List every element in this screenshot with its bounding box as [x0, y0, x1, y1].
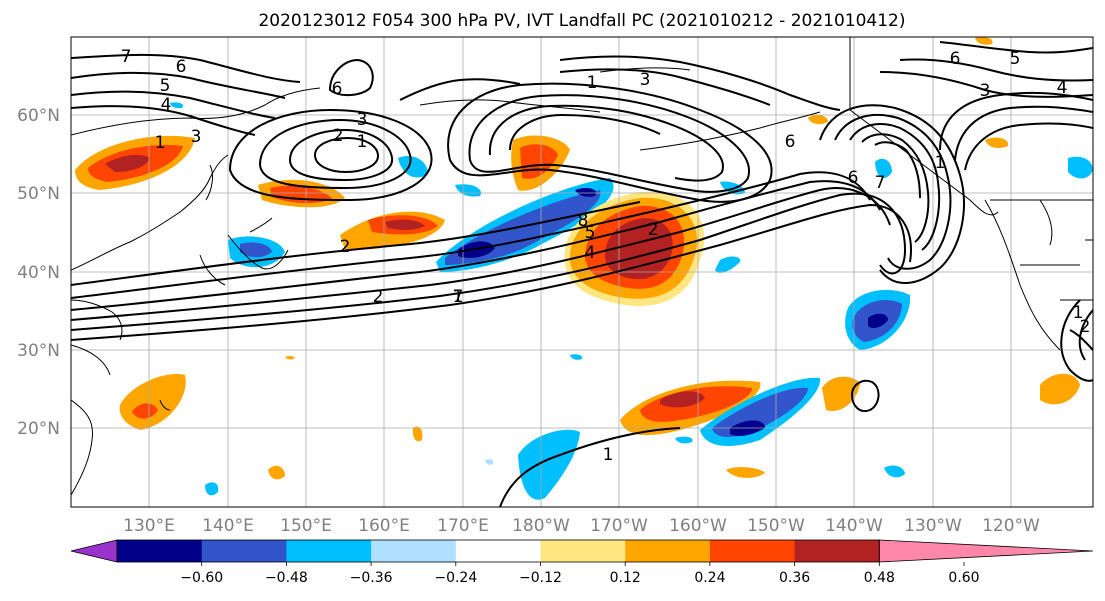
contour-label: 6 [332, 79, 343, 99]
lon-label: 180°W [512, 516, 570, 536]
colorbar-tick-label: 0.36 [779, 570, 810, 586]
lon-label: 150°W [747, 516, 805, 536]
lon-label: 140°W [825, 516, 883, 536]
lon-label: 130°W [904, 516, 962, 536]
lat-label: 50°N [17, 184, 60, 204]
lon-label: 160°W [669, 516, 727, 536]
colorbar-segment [371, 540, 457, 562]
contour-label: 6 [785, 132, 796, 152]
contour-label: 2 [1080, 317, 1091, 337]
contour-label: 1 [1073, 303, 1084, 323]
longitude-labels: 130°E 140°E 150°E 160°E 170°E 180°W 170°W 160°W… [123, 516, 1040, 536]
latitude-labels: 60°N 50°N 40°N 30°N 20°N [17, 106, 60, 439]
colorbar-extend-high [878, 539, 1094, 563]
contour-label: 5 [1010, 49, 1021, 69]
lon-label: 140°E [202, 516, 254, 536]
contour-label: 7 [453, 287, 464, 307]
colorbar-segment [625, 540, 711, 562]
contour-label: 7 [875, 173, 886, 193]
lon-label: 130°E [123, 516, 175, 536]
lon-label: 120°W [982, 516, 1040, 536]
contour-label: 3 [640, 70, 651, 90]
contour-label: 6 [950, 49, 961, 69]
lon-label: 170°E [437, 516, 489, 536]
contour-label: 4 [585, 243, 596, 263]
lat-label: 40°N [17, 263, 60, 283]
contour-label: 6 [848, 168, 859, 188]
colorbar-frame [116, 539, 880, 563]
pv-contours [71, 41, 1093, 507]
colorbar-segment [540, 540, 626, 562]
colorbar: −0.60 −0.48 −0.36 −0.24 −0.12 0.12 0.24 0.36 0.4… [70, 539, 1094, 586]
map-frame [70, 36, 1094, 508]
contour-label: 7 [121, 47, 132, 67]
contour-label: 4 [161, 95, 172, 115]
subtropical-blobs [119, 354, 905, 500]
anomaly-blob-asia-coast [75, 135, 195, 190]
colorbar-tick-label: −0.24 [434, 570, 477, 586]
contour-label: 1 [603, 445, 614, 465]
contour-label: 1 [357, 132, 368, 152]
positive-blob-east [808, 37, 1080, 411]
colorbar-segment [117, 540, 203, 562]
colorbar-tick-label: 0.12 [610, 570, 641, 586]
map-title: 2020123012 F054 300 hPa PV, IVT Landfall… [258, 11, 905, 31]
contour-label: 5 [585, 223, 596, 243]
lat-label: 60°N [17, 106, 60, 126]
colorbar-segment [286, 540, 372, 562]
lon-label: 150°E [280, 516, 332, 536]
colorbar-tick-label: −0.60 [180, 570, 223, 586]
colorbar-tick-label: 0.60 [948, 570, 979, 586]
contour-label: 2 [373, 287, 384, 307]
contour-label: 3 [191, 127, 202, 147]
colorbar-segment [709, 540, 796, 562]
colorbar-segment [201, 540, 287, 562]
colorbar-tick-label: −0.48 [265, 570, 308, 586]
contour-label: 3 [980, 81, 991, 101]
contour-label: 6 [176, 57, 187, 77]
lon-label: 160°E [358, 516, 410, 536]
colorbar-tick-label: 0.24 [694, 570, 725, 586]
contour-label: 8 [578, 211, 589, 231]
colorbar-segment [794, 540, 880, 562]
contour-label: 1 [935, 153, 946, 173]
colorbar-tick-label: 0.48 [864, 570, 895, 586]
colorbar-segment [455, 540, 541, 562]
contour-label: 1 [155, 133, 166, 153]
colorbar-extend-low [70, 539, 118, 563]
contour-label: 2 [333, 126, 344, 146]
contour-label: 1 [453, 287, 464, 307]
lon-label: 170°W [590, 516, 648, 536]
contour-label: 4 [1057, 78, 1068, 98]
lat-label: 30°N [17, 341, 60, 361]
contour-label: 2 [648, 220, 659, 240]
contour-label: 5 [160, 76, 171, 96]
colorbar-tick-label: −0.12 [519, 570, 562, 586]
map-area [71, 37, 1093, 507]
contour-label: 2 [340, 237, 351, 257]
lat-label: 20°N [17, 419, 60, 439]
contour-label: 1 [587, 73, 598, 93]
contour-label: 3 [357, 110, 368, 130]
colorbar-tick-label: −0.36 [350, 570, 393, 586]
